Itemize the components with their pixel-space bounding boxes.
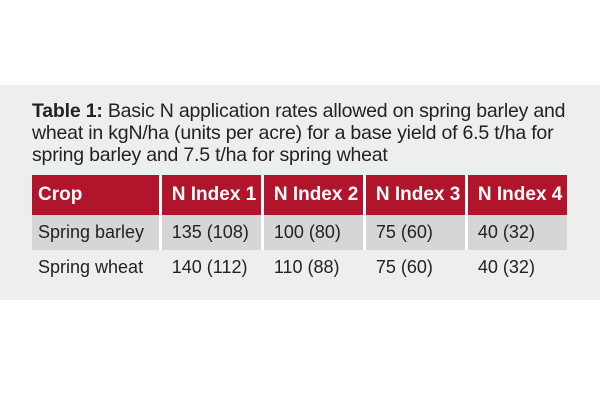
- header-n-index-4: N Index 4: [464, 175, 567, 215]
- cell-n-index-4: 40 (32): [464, 215, 567, 250]
- cell-n-index-4: 40 (32): [477, 257, 535, 277]
- cell-crop: Spring wheat: [38, 257, 144, 277]
- cell-n-index-2: 100 (80): [260, 215, 363, 250]
- header-crop: Crop: [32, 175, 159, 215]
- header-n-index-1: N Index 1: [158, 175, 261, 215]
- cell-n-index-2: 110 (88): [273, 257, 340, 277]
- cell-n-index-1: 135 (108): [158, 215, 261, 250]
- table-caption: Table 1: Basic N application rates allow…: [32, 100, 577, 166]
- data-table: Crop N Index 1 N Index 2 N Index 3 N Ind…: [32, 175, 567, 285]
- table-header-row: Crop N Index 1 N Index 2 N Index 3 N Ind…: [32, 175, 567, 215]
- header-n-index-2: N Index 2: [260, 175, 363, 215]
- cell-crop: Spring barley: [32, 215, 159, 250]
- table-row: Spring barley 135 (108) 100 (80) 75 (60)…: [32, 215, 567, 250]
- cell-n-index-1: 140 (112): [171, 257, 248, 277]
- cell-n-index-3: 75 (60): [375, 257, 433, 277]
- caption-text: Basic N application rates allowed on spr…: [32, 100, 566, 166]
- header-n-index-3: N Index 3: [362, 175, 465, 215]
- caption-label: Table 1:: [32, 100, 103, 122]
- table-row: Spring wheat 140 (112) 110 (88) 75 (60) …: [32, 250, 567, 285]
- cell-n-index-3: 75 (60): [362, 215, 465, 250]
